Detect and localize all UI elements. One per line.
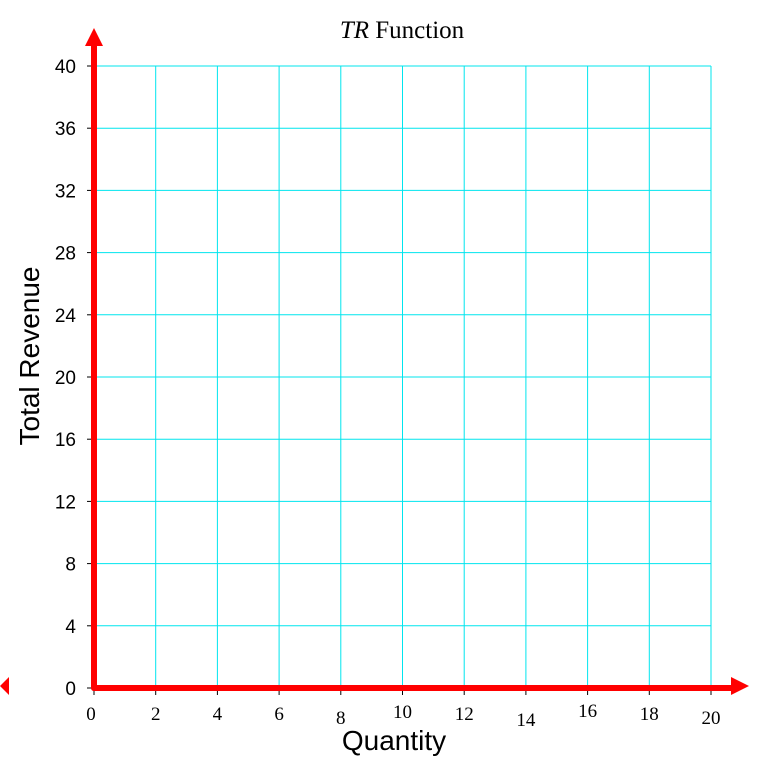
x-tick-label: 0 [86, 704, 96, 725]
axes [0, 28, 749, 695]
grid [94, 65, 712, 688]
x-axis-left-arrow-icon [0, 677, 9, 695]
x-tick-label: 10 [393, 702, 412, 723]
y-tick-label: 40 [55, 57, 76, 78]
chart-title: TR Function [340, 17, 465, 44]
y-tick-label: 0 [65, 679, 76, 700]
x-tick-label: 20 [702, 708, 721, 729]
x-axis-ticks: 0 2 4 6 8 10 12 14 16 18 20 [86, 688, 721, 731]
y-tick-label: 12 [55, 492, 76, 513]
x-axis-label: Quantity [342, 725, 446, 756]
x-tick-label: 8 [336, 708, 346, 729]
x-tick-label: 14 [516, 710, 536, 731]
y-tick-label: 36 [55, 119, 76, 140]
x-tick-label: 2 [151, 704, 161, 725]
chart-title-italic: TR [340, 17, 369, 44]
x-tick-label: 12 [455, 704, 474, 725]
y-tick-label: 28 [55, 244, 76, 265]
y-tick-label: 20 [55, 368, 76, 389]
y-tick-label: 8 [65, 555, 76, 576]
y-tick-label: 16 [55, 430, 76, 451]
y-axis-ticks: 0 4 8 12 16 20 24 28 32 36 40 [55, 57, 94, 700]
x-tick-label: 4 [213, 704, 223, 725]
x-axis-arrow-icon [731, 677, 749, 695]
chart-title-rest: Function [369, 17, 465, 44]
x-tick-label: 16 [578, 701, 597, 722]
x-tick-label: 6 [274, 704, 284, 725]
x-tick-label: 18 [640, 704, 659, 725]
y-axis-arrow-icon [85, 28, 103, 46]
y-tick-label: 32 [55, 181, 76, 202]
y-axis-label: Total Revenue [14, 266, 45, 445]
y-tick-label: 24 [55, 306, 77, 327]
y-tick-label: 4 [65, 617, 76, 638]
